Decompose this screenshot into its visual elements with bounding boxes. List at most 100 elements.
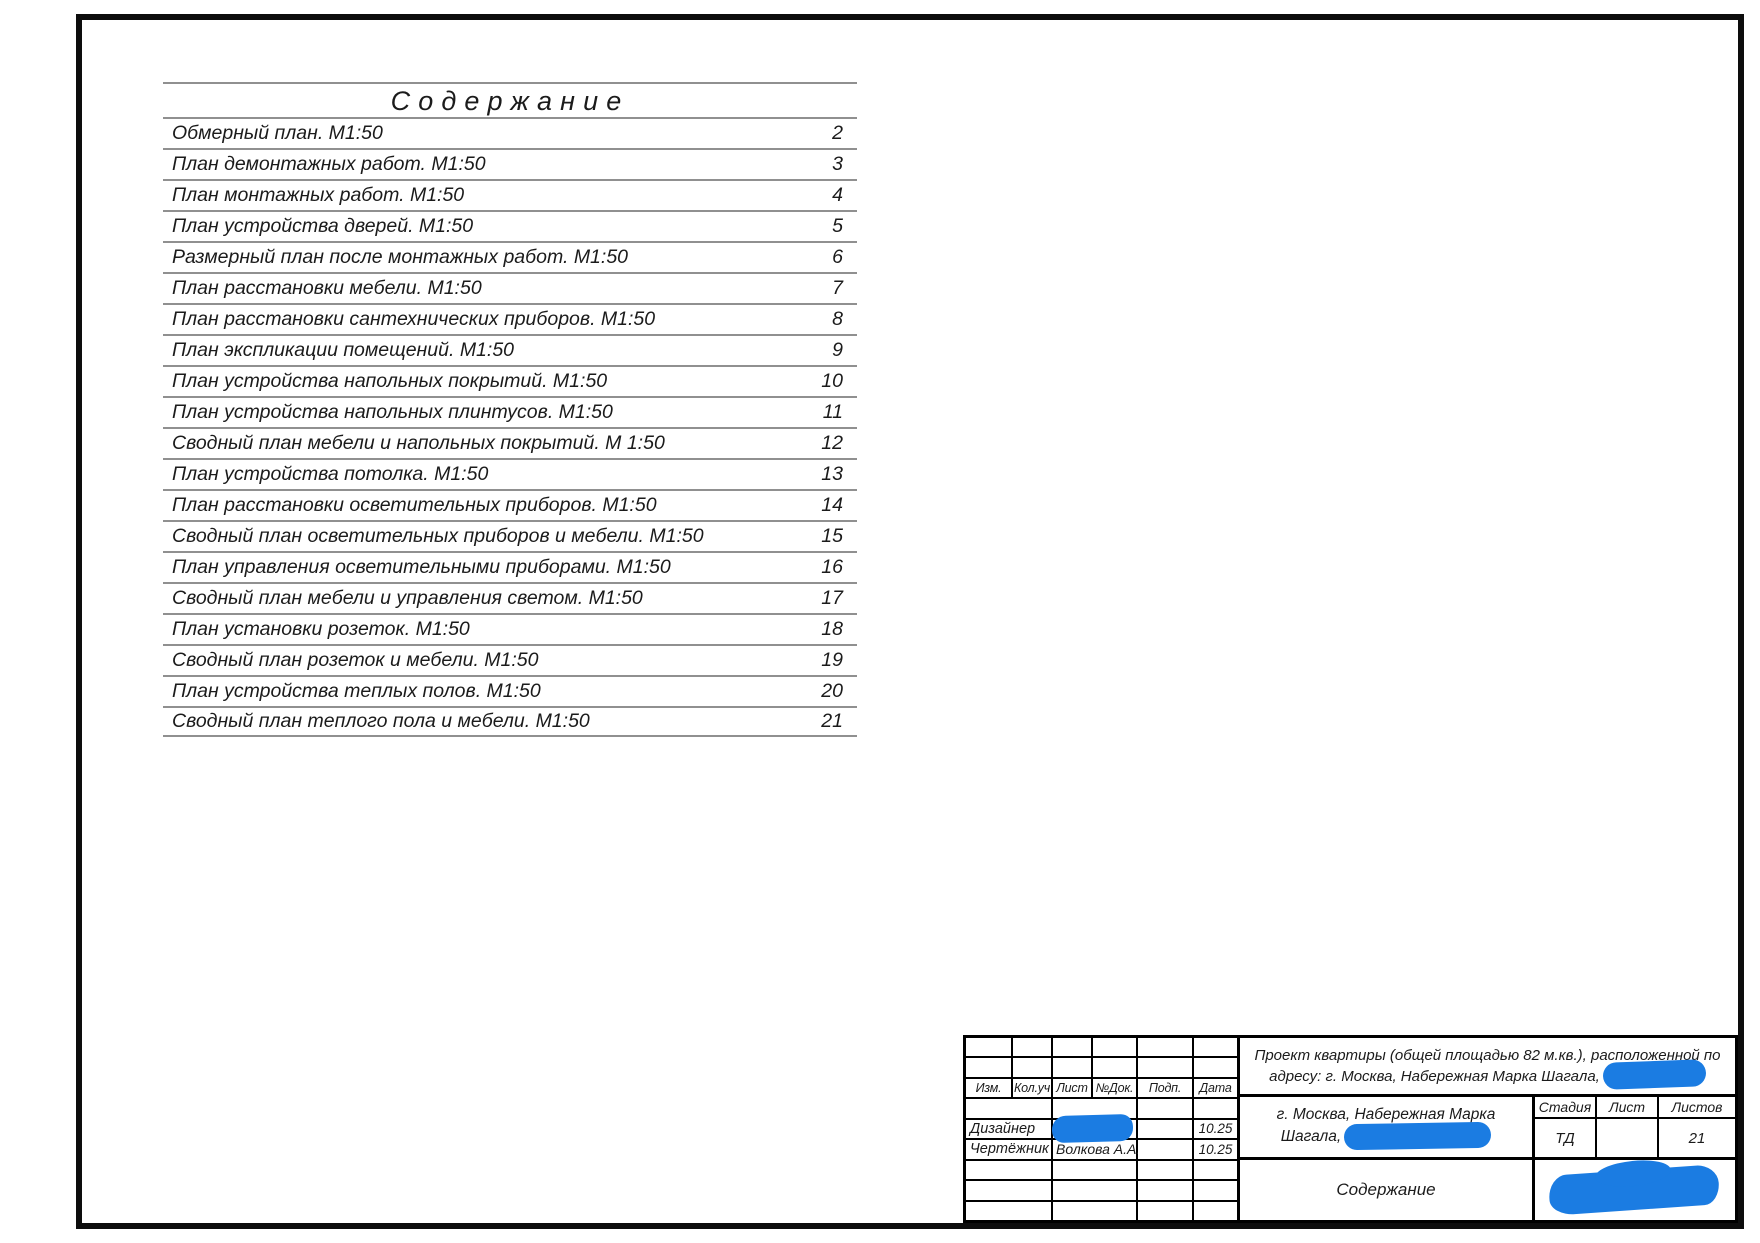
toc-entry-page: 11 <box>822 401 843 423</box>
toc-row: Сводный план теплого пола и мебели. М1:5… <box>163 706 857 737</box>
title-block-middle: г. Москва, Набережная Марка Шагала, Стад… <box>1240 1097 1735 1157</box>
stage-sheet-grid: Стадия Лист Листов ТД 21 <box>1535 1097 1735 1157</box>
revision-col-izm: Изм. <box>966 1078 1011 1098</box>
stage-value: ТД <box>1535 1119 1595 1157</box>
toc-entry-page: 6 <box>832 246 843 268</box>
titleblock-empty-cell <box>966 1058 1011 1077</box>
toc-entry-label: План устройства напольных покрытий. М1:5… <box>172 370 608 392</box>
object-address-line2: Шагала, <box>1280 1121 1492 1150</box>
signature-row-draftsman: Чертёжник Волкова А.А. 10.25 <box>966 1140 1237 1159</box>
toc-entry-page: 5 <box>832 215 843 237</box>
toc-entry-page: 4 <box>832 184 843 206</box>
titleblock-empty-cell <box>1093 1058 1136 1077</box>
sheet-header: Лист <box>1597 1097 1657 1117</box>
titleblock-empty-cell <box>966 1201 1051 1220</box>
titleblock-empty-cell <box>966 1038 1011 1057</box>
titleblock-empty-cell <box>1138 1038 1192 1057</box>
toc-entry-page: 21 <box>821 710 843 732</box>
titleblock-empty-cell <box>1053 1201 1136 1220</box>
toc-entry-page: 17 <box>821 587 843 609</box>
object-address-line2-text: Шагала, <box>1280 1127 1342 1145</box>
logo-cell <box>1535 1160 1735 1220</box>
titleblock-empty-cell <box>1013 1058 1051 1077</box>
toc-entry-label: План демонтажных работ. М1:50 <box>172 153 486 175</box>
sheets-value: 21 <box>1659 1119 1735 1157</box>
signature-role: Чертёжник <box>966 1140 1051 1159</box>
titleblock-empty-cell <box>1194 1038 1237 1057</box>
revision-col-podp: Подп. <box>1138 1078 1192 1098</box>
toc-row: План расстановки сантехнических приборов… <box>163 303 857 334</box>
revision-col-list: Лист <box>1053 1078 1091 1098</box>
toc-row: Сводный план мебели и управления светом.… <box>163 582 857 613</box>
signature-date: 10.25 <box>1194 1140 1237 1159</box>
titleblock-empty-cell <box>1194 1201 1237 1220</box>
toc-title: Содержание <box>163 82 857 117</box>
revision-empty-row <box>966 1058 1237 1077</box>
titleblock-empty-cell <box>1194 1181 1237 1200</box>
title-block-bottom: Содержание <box>1240 1160 1735 1220</box>
toc-entry-label: План расстановки сантехнических приборов… <box>172 308 656 330</box>
signature-sign-cell <box>1138 1140 1192 1159</box>
toc-entry-label: Сводный план розеток и мебели. М1:50 <box>172 649 539 671</box>
sheet-value <box>1597 1119 1657 1157</box>
signature-empty-row <box>966 1160 1237 1180</box>
toc-entry-page: 2 <box>832 122 843 144</box>
toc-entry-page: 13 <box>821 463 843 485</box>
titleblock-empty-cell <box>1053 1099 1136 1118</box>
toc-entry-label: Сводный план теплого пола и мебели. М1:5… <box>172 710 590 732</box>
signature-empty-row <box>966 1099 1237 1118</box>
toc-entry-label: Сводный план осветительных приборов и ме… <box>172 525 704 547</box>
titleblock-empty-cell <box>1053 1160 1136 1180</box>
signature-empty-row <box>966 1201 1237 1220</box>
sheet-title: Содержание <box>1240 1160 1532 1220</box>
toc-entry-page: 8 <box>832 308 843 330</box>
toc-row: План устройства напольных плинтусов. М1:… <box>163 396 857 427</box>
toc-entry-page: 9 <box>832 339 843 361</box>
toc-row: План экспликации помещений. М1:50 9 <box>163 334 857 365</box>
redaction-object-address <box>1344 1121 1492 1150</box>
revision-header-row: Изм. Кол.уч Лист №Док. Подп. Дата <box>966 1078 1237 1098</box>
toc-entry-label: План экспликации помещений. М1:50 <box>172 339 515 361</box>
toc-row: План устройства теплых полов. М1:50 20 <box>163 675 857 706</box>
toc-entry-label: План устройства напольных плинтусов. М1:… <box>172 401 613 423</box>
project-description: Проект квартиры (общей площадью 82 м.кв.… <box>1240 1038 1735 1094</box>
object-address-line1: г. Москва, Набережная Марка <box>1276 1106 1496 1124</box>
title-block-right: Проект квартиры (общей площадью 82 м.кв.… <box>1240 1038 1735 1220</box>
toc-entry-page: 10 <box>821 370 843 392</box>
titleblock-empty-cell <box>1138 1058 1192 1077</box>
signature-name <box>1051 1113 1136 1143</box>
toc-entry-page: 19 <box>821 649 843 671</box>
toc-row: Сводный план осветительных приборов и ме… <box>163 520 857 551</box>
toc-entry-page: 14 <box>821 494 843 516</box>
object-address: г. Москва, Набережная Марка Шагала, <box>1240 1097 1532 1157</box>
sheets-header: Листов <box>1659 1097 1735 1117</box>
toc-entry-label: План расстановки осветительных приборов.… <box>172 494 657 516</box>
titleblock-empty-cell <box>1194 1058 1237 1077</box>
toc-entry-label: План монтажных работ. М1:50 <box>172 184 465 206</box>
project-description-line2-text: адресу: г. Москва, Набережная Марка Шага… <box>1269 1067 1600 1085</box>
toc-entry-label: Обмерный план. М1:50 <box>172 122 383 144</box>
titleblock-empty-cell <box>966 1160 1051 1180</box>
title-block: Изм. Кол.уч Лист №Док. Подп. Дата Дизайн… <box>963 1035 1738 1223</box>
revision-empty-row <box>966 1038 1237 1057</box>
redaction-project-address <box>1602 1058 1707 1090</box>
titleblock-empty-cell <box>1194 1099 1237 1118</box>
titleblock-empty-cell <box>966 1099 1051 1118</box>
toc-entry-label: Сводный план мебели и напольных покрытий… <box>172 432 665 454</box>
toc-row: Сводный план мебели и напольных покрытий… <box>163 427 857 458</box>
toc-row: План демонтажных работ. М1:50 3 <box>163 148 857 179</box>
table-of-contents: Содержание Обмерный план. М1:50 2 План д… <box>163 82 857 737</box>
toc-row: Обмерный план. М1:50 2 <box>163 117 857 148</box>
project-description-line2: адресу: г. Москва, Набережная Марка Шага… <box>1269 1058 1707 1090</box>
toc-entry-label: План установки розеток. М1:50 <box>172 618 470 640</box>
titleblock-empty-cell <box>1013 1038 1051 1057</box>
titleblock-empty-cell <box>966 1181 1051 1200</box>
signature-sign-cell <box>1138 1119 1192 1139</box>
toc-entry-page: 3 <box>832 153 843 175</box>
toc-entry-page: 12 <box>821 432 843 454</box>
signature-row-designer: Дизайнер 10.25 <box>966 1113 1237 1143</box>
titleblock-empty-cell <box>1138 1160 1192 1180</box>
toc-row: План управления осветительными приборами… <box>163 551 857 582</box>
stage-header: Стадия <box>1535 1097 1595 1117</box>
